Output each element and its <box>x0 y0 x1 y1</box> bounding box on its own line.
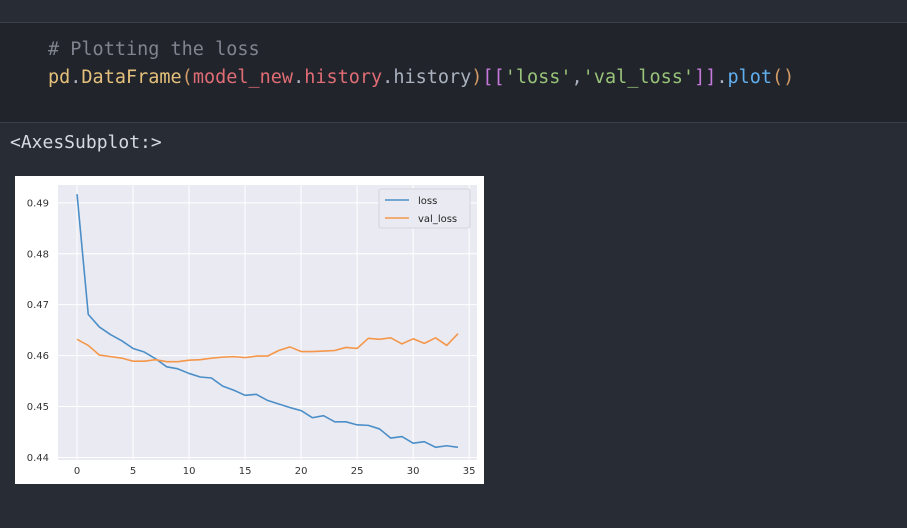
x-tick-label: 0 <box>74 466 80 477</box>
code-token-paren: ( <box>181 67 193 88</box>
code-token-plot: plot <box>727 67 773 88</box>
previous-cell-strip <box>0 0 907 22</box>
plot-area <box>58 185 477 460</box>
code-token-call-parens: () <box>772 67 795 88</box>
code-token-brackets: [[ <box>482 67 505 88</box>
legend-label-loss: loss <box>418 196 437 207</box>
code-token-history: history <box>304 67 383 88</box>
code-token-model-new: model_new <box>192 67 294 88</box>
series-line-val-loss <box>76 333 459 363</box>
series-line-loss <box>76 194 459 449</box>
x-tick-label: 5 <box>130 466 136 477</box>
cell-output-text: <AxesSubplot:> <box>10 132 162 153</box>
code-line-comment: # Plotting the loss <box>48 39 260 61</box>
code-token-dataframe: DataFrame <box>81 67 182 88</box>
legend-label-val-loss: val_loss <box>418 214 457 225</box>
x-tick-label: 30 <box>407 466 420 477</box>
code-token-comma: , <box>571 67 583 88</box>
code-comment: # Plotting the loss <box>48 39 260 60</box>
x-tick-label: 20 <box>295 466 308 477</box>
code-token-dot: . <box>293 67 305 88</box>
y-tick-label: 0.45 <box>27 402 49 413</box>
code-cell[interactable]: # Plotting the loss pd.DataFrame(model_n… <box>0 22 907 123</box>
code-token-history: history <box>393 67 472 88</box>
x-tick-label: 15 <box>239 466 252 477</box>
code-token-string-loss: 'loss' <box>504 67 572 88</box>
code-line-plot: pd.DataFrame(model_new.history.history)[… <box>48 67 794 89</box>
y-tick-label: 0.44 <box>27 453 49 464</box>
legend: loss val_loss <box>378 188 471 229</box>
code-token-brackets: ]] <box>694 67 717 88</box>
x-tick-label: 10 <box>183 466 196 477</box>
code-token-dot: . <box>716 67 728 88</box>
y-tick-label: 0.48 <box>27 249 49 260</box>
y-tick-label: 0.47 <box>27 300 49 311</box>
y-tick-label: 0.46 <box>27 351 49 362</box>
loss-chart: 0 5 10 15 20 25 30 35 0.440.450.460.470.480.49 … <box>27 185 477 477</box>
code-token-dot: . <box>382 67 394 88</box>
plot-output: 0 5 10 15 20 25 30 35 0.44 0.45 0.46 0.47 0.48 0.49 … <box>15 176 484 484</box>
code-token-pd: pd <box>48 67 71 88</box>
code-token-paren: ) <box>471 67 483 88</box>
x-tick-label: 25 <box>351 466 364 477</box>
y-tick-label: 0.49 <box>27 198 49 209</box>
x-tick-label: 35 <box>463 466 476 477</box>
code-token-string-val-loss: 'val_loss' <box>582 67 695 88</box>
code-token-dot: . <box>70 67 82 88</box>
